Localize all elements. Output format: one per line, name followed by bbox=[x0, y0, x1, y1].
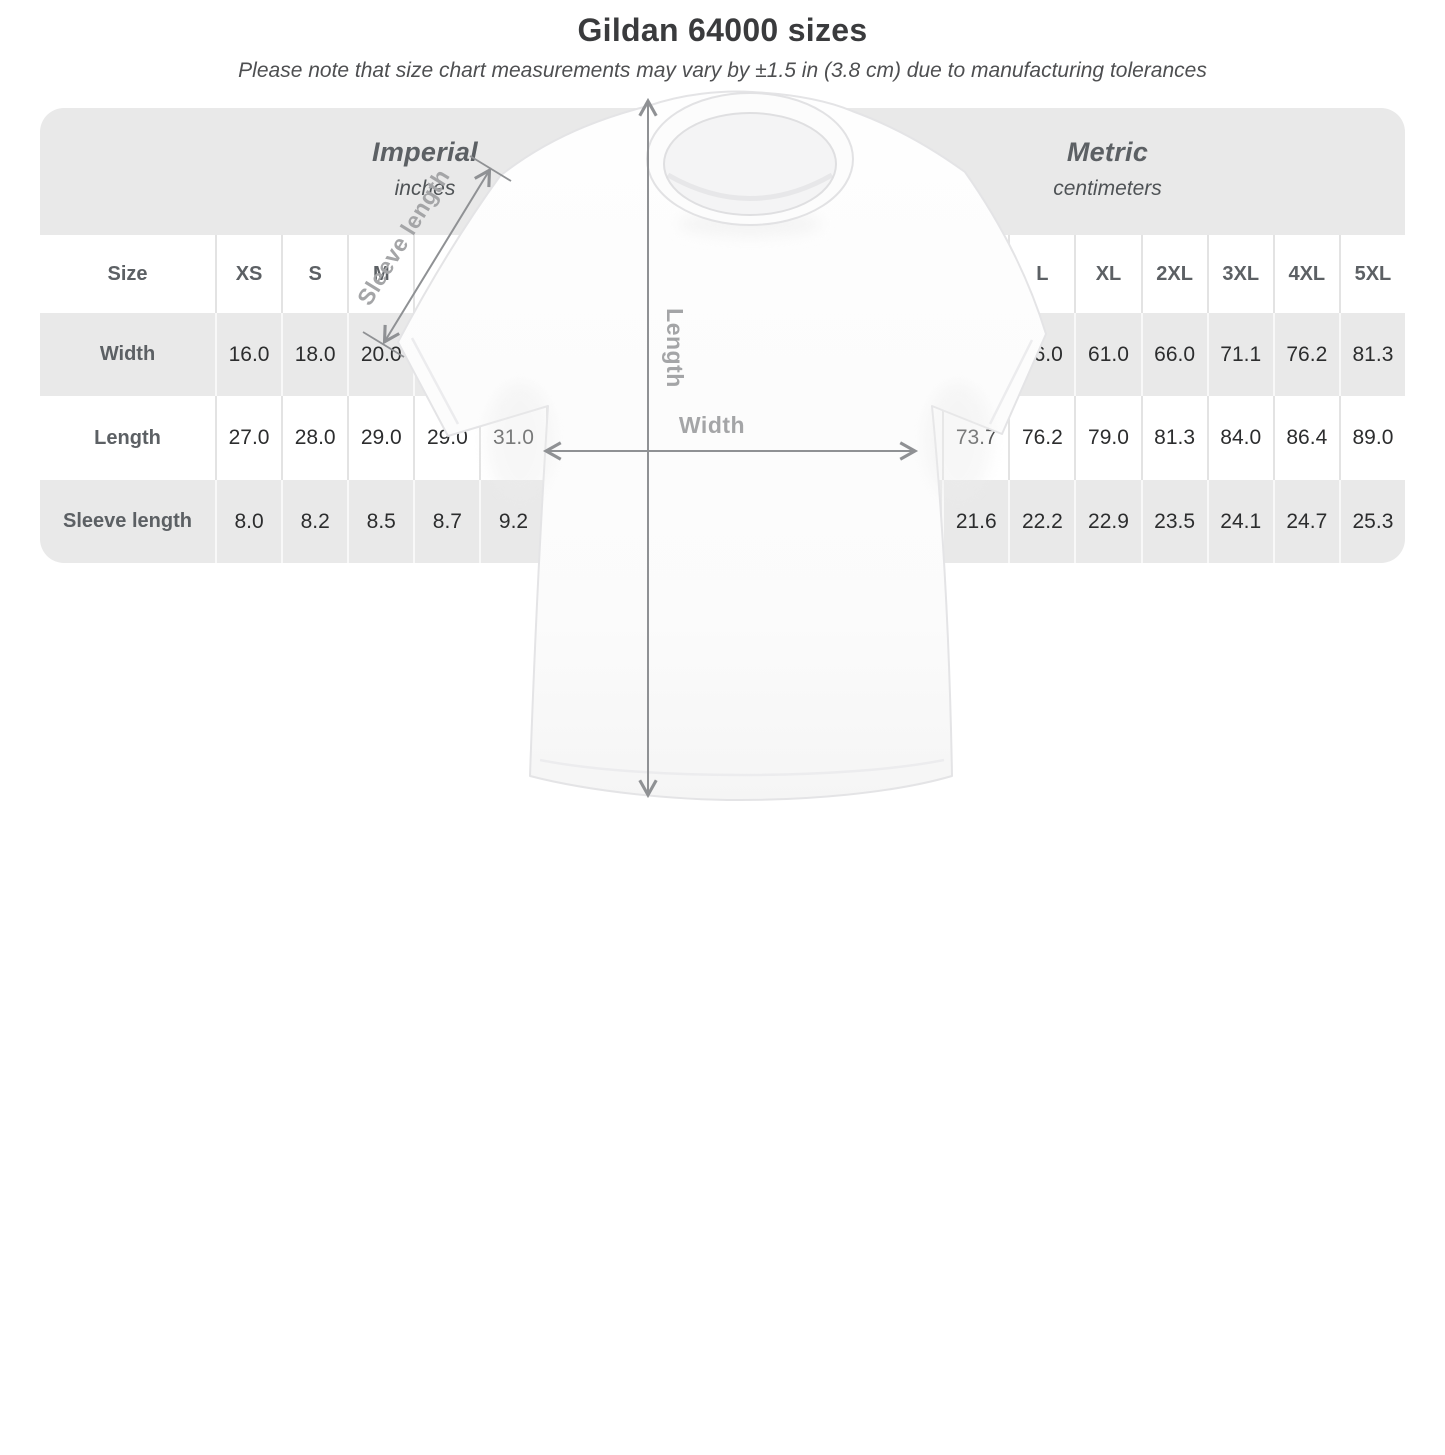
cell: 81.3 bbox=[1338, 313, 1405, 396]
cell: 76.2 bbox=[1272, 313, 1339, 396]
left-sleeve-hem bbox=[410, 337, 460, 425]
collar-inner-shadow bbox=[666, 172, 834, 201]
sleeve-dimension-tick-top bbox=[469, 155, 512, 182]
cell: 81.3 bbox=[1140, 396, 1207, 480]
row-label: Length bbox=[40, 396, 215, 480]
cell: 22.9 bbox=[1074, 480, 1141, 563]
cell: 71.1 bbox=[1206, 313, 1273, 396]
right-underarm-shadow bbox=[924, 382, 992, 498]
cell: 25.3 bbox=[1338, 480, 1405, 563]
cell: 79.0 bbox=[1074, 396, 1141, 480]
imperial-title: Imperial bbox=[372, 137, 478, 167]
cell: 24.1 bbox=[1206, 480, 1273, 563]
cell: 27.0 bbox=[215, 396, 282, 480]
cell: 8.7 bbox=[413, 480, 480, 563]
cell: 86.4 bbox=[1272, 396, 1339, 480]
cell: 66.0 bbox=[1140, 313, 1207, 396]
cell: 23.5 bbox=[1140, 480, 1207, 563]
row-label: Sleeve length bbox=[40, 480, 215, 563]
width-label: Width bbox=[679, 412, 745, 438]
cell: 76.2 bbox=[1008, 396, 1075, 480]
col-header: XL bbox=[1074, 235, 1141, 313]
tshirt-diagram-svg: Sleeve length Length Width bbox=[352, 90, 1047, 801]
metric-subtitle: centimeters bbox=[1053, 177, 1162, 200]
metric-title: Metric bbox=[1066, 137, 1149, 167]
col-header: 5XL bbox=[1338, 235, 1405, 313]
tolerance-note: Please note that size chart measurements… bbox=[238, 59, 1207, 82]
cell: 89.0 bbox=[1338, 396, 1405, 480]
bottom-hem bbox=[539, 758, 945, 777]
size-column-header: Size bbox=[40, 235, 215, 313]
cell: 8.0 bbox=[215, 480, 282, 563]
cell: 22.2 bbox=[1008, 480, 1075, 563]
cell: 61.0 bbox=[1074, 313, 1141, 396]
size-guide-page: Sleeve length Length Width Gildan 64000 … bbox=[0, 10, 1445, 1455]
cell: 28.0 bbox=[281, 396, 348, 480]
tshirt-graphic bbox=[397, 90, 1047, 801]
tshirt-diagram: Sleeve length Length Width bbox=[0, 10, 1445, 855]
cell: 84.0 bbox=[1206, 396, 1273, 480]
left-underarm-shadow bbox=[486, 382, 554, 498]
sleeve-dimension-line bbox=[382, 167, 492, 345]
right-sleeve-hem bbox=[988, 339, 1034, 425]
page-title: Gildan 64000 sizes bbox=[577, 12, 868, 48]
row-label: Width bbox=[40, 313, 215, 396]
cell: 16.0 bbox=[215, 313, 282, 396]
dimension-lines bbox=[362, 97, 919, 799]
col-header: 4XL bbox=[1272, 235, 1339, 313]
col-header: XS bbox=[215, 235, 282, 313]
cell: 29.0 bbox=[347, 396, 414, 480]
cell: 8.5 bbox=[347, 480, 414, 563]
col-header: 2XL bbox=[1140, 235, 1207, 313]
col-header: 3XL bbox=[1206, 235, 1273, 313]
cell: 18.0 bbox=[281, 313, 348, 396]
cell: 8.2 bbox=[281, 480, 348, 563]
col-header: S bbox=[281, 235, 348, 313]
sleeve-dimension-tick-bottom bbox=[362, 331, 405, 358]
length-label: Length bbox=[662, 308, 688, 388]
cell: 24.7 bbox=[1272, 480, 1339, 563]
